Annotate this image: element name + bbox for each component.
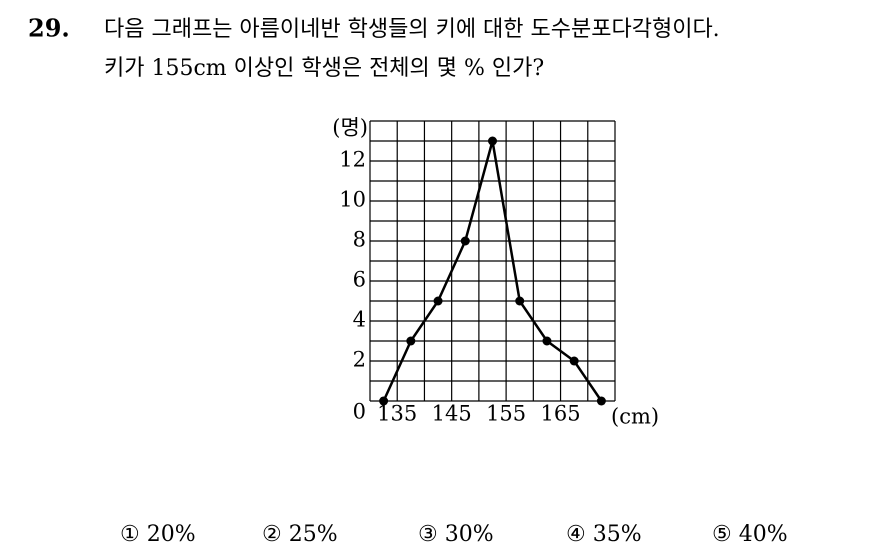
choice: ① 20% [120,522,196,546]
question-number: 29. [28,14,70,43]
data-point [596,396,606,406]
question-text: 다음 그래프는 아름이네반 학생들의 키에 대한 도수분포다각형이다. [104,17,720,42]
choice: ③ 30% [418,522,494,546]
x-tick-label: 155 [486,402,526,426]
data-point [433,296,443,306]
choice: ② 25% [262,522,338,546]
y-tick-label: 4 [353,308,366,332]
data-point [406,336,416,346]
y-tick-label: 8 [353,228,366,252]
choice: ④ 35% [566,522,642,546]
question-text: 키가 155cm 이상인 학생은 전체의 몇 % 인가? [104,56,544,81]
x-tick-label: 145 [432,402,472,426]
data-point [569,356,579,366]
data-point [488,136,497,146]
y-tick-label: 10 [339,188,366,212]
data-line [382,140,603,402]
x-tick-label: 165 [541,402,581,426]
choice: ⑤ 40% [712,522,788,546]
y-axis-label: (명) [332,116,368,140]
y-tick-label: 12 [339,148,366,172]
y-tick-label: 2 [353,348,366,372]
data-point [379,396,389,406]
y-tick-label: 0 [353,400,366,424]
data-point [460,236,470,246]
data-point [515,296,525,306]
x-axis-label: (cm) [611,405,659,429]
y-tick-label: 6 [353,268,366,292]
x-tick-label: 135 [377,402,417,426]
data-point [542,336,552,346]
